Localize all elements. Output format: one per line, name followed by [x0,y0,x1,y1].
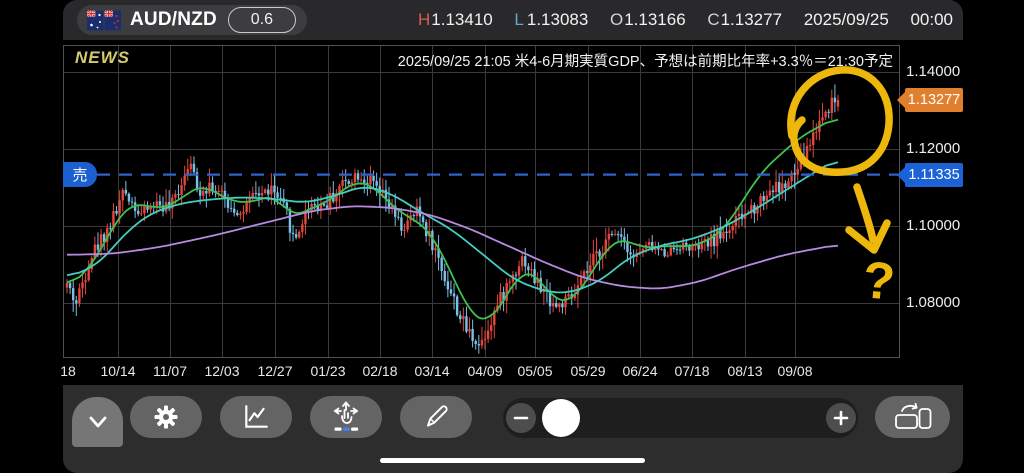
current-price-badge: 1.13277 [897,87,963,112]
high-value: H1.13410 [418,10,493,29]
chart-area: ? NEWS 2025/09/25 21:05 米4-6月期実質GDP、予想は前… [60,40,963,385]
aud-nzd-flags-icon [87,9,121,30]
home-indicator[interactable] [380,458,645,463]
draw-tool-button[interactable] [400,396,472,438]
x-tick-label: 02/18 [362,363,398,379]
pair-selector[interactable]: AUD/NZD 0.6 [77,5,307,35]
x-tick-label: 04/09 [467,363,503,379]
price-tick-label: 1.14000 [906,63,961,80]
rotate-screen-icon [894,403,931,429]
x-tick-label: 12/03 [204,363,240,379]
zoom-slider[interactable] [503,398,858,438]
ohlc-row: H1.13410 L 1.13083 O1.13166 C1.13277 2025… [418,0,953,40]
grid-layer [63,45,900,358]
chart-window: AUD/NZD 0.6 H1.13410 L 1.13083 O1.13166 C… [60,0,963,473]
price-tick-label: 1.08000 [906,294,961,311]
pair-label: AUD/NZD [130,9,217,30]
date-label: 2025/09/25 [803,10,889,29]
chart-type-button[interactable] [220,396,292,438]
x-tick-label: 12/27 [257,363,293,379]
x-tick-label: 10/14 [100,363,136,379]
x-tick-label: 06/24 [622,363,658,379]
annotation-arrow-head [845,219,891,254]
pencil-icon [427,405,448,427]
news-ticker-text[interactable]: 2025/09/25 21:05 米4-6月期実質GDP、予想は前期比年率+3.… [397,54,893,70]
x-tick-label: 18 [60,363,76,379]
rotate-screen-button[interactable] [875,396,950,438]
x-tick-label: 07/18 [674,363,710,379]
chevron-down-icon [89,416,106,428]
candlestick-chart[interactable]: ? [63,40,963,385]
x-tick-label: 03/14 [414,363,450,379]
plus-icon [833,410,849,426]
zoom-slider-thumb[interactable] [542,399,580,437]
minus-icon [513,416,529,420]
x-tick-label: 05/29 [570,363,606,379]
plot-border [63,45,900,358]
x-tick-label: 05/05 [517,363,553,379]
ma-mid-line [66,161,839,294]
pan-tool-button[interactable] [310,396,382,438]
close-value: C1.13277 [707,10,783,29]
annotation-circle [787,66,893,176]
annotation-question-mark: ? [860,251,897,312]
ma-long-line [67,205,839,290]
x-tick-label: 01/23 [310,363,346,379]
sell-order-badge[interactable]: 1.11335 [897,162,963,187]
ma-short-line [66,118,839,320]
collapse-toolbar-button[interactable] [72,397,123,447]
hand-drawn-annotation: ? [787,66,897,312]
settings-button[interactable] [130,396,202,438]
x-tick-label: 08/13 [727,363,763,379]
line-chart-icon [245,405,268,428]
price-tick-label: 1.10000 [906,217,961,234]
zoom-out-button[interactable] [506,403,536,433]
sell-order-marker[interactable]: 売 [63,162,97,188]
annotation-arrow-shaft [853,183,877,244]
price-tick-label: 1.12000 [906,140,961,157]
low-value: L 1.13083 [514,10,589,29]
pan-crosshair-icon [333,401,359,431]
top-bar: AUD/NZD 0.6 H1.13410 L 1.13083 O1.13166 C… [63,0,963,40]
spread-badge[interactable]: 0.6 [227,7,296,33]
zoom-in-button[interactable] [826,403,856,433]
x-tick-label: 11/07 [153,363,187,379]
x-tick-label: 09/08 [777,363,813,379]
open-value: O1.13166 [609,10,686,29]
news-label[interactable]: NEWS [75,48,130,67]
bottom-toolbar [63,385,963,473]
candles-layer [65,84,840,354]
time-label: 00:00 [910,10,953,29]
gear-icon [154,405,178,429]
